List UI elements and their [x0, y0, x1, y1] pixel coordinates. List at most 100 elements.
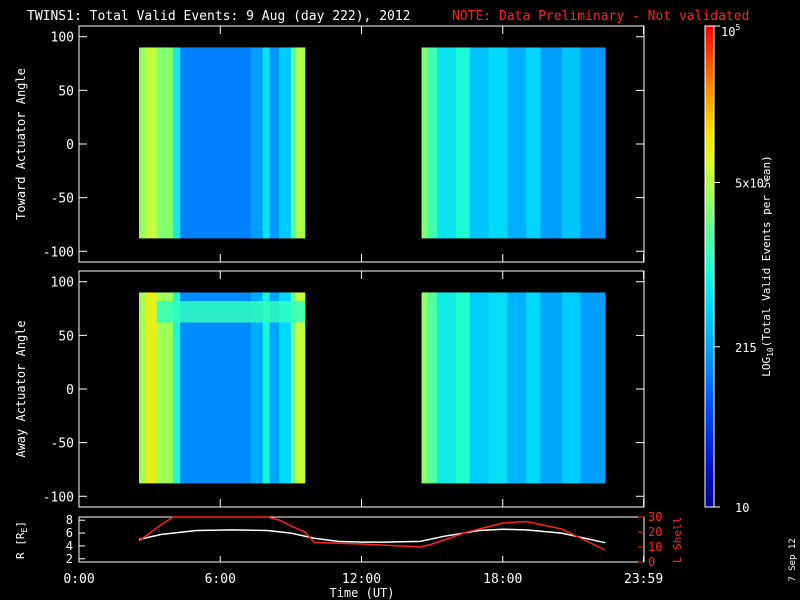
toward-ytick-label-2: 0 — [66, 138, 74, 153]
orbit-series-r — [138, 528, 606, 544]
colorbar-tick-text-1: 215 — [735, 341, 757, 355]
away-cell-1 — [144, 292, 157, 484]
away-cell-4 — [180, 292, 252, 484]
toward-cell-20 — [561, 47, 581, 239]
orbit-left-tick-label-2: 6 — [66, 526, 73, 540]
colorbar-bar — [704, 25, 715, 508]
away-band — [156, 301, 305, 323]
toward-cell-7 — [269, 47, 280, 239]
toward-cell-12 — [427, 47, 438, 239]
orbit-x-axis: 0:00 6:00 12:00 18:00 23:59 — [63, 556, 663, 587]
away-cell-3 — [173, 292, 181, 484]
panel-orbit-frame — [78, 516, 645, 563]
toward-cell-10 — [295, 47, 306, 239]
away-cell-13 — [436, 292, 456, 484]
colorbar-tick-sup-2: 3 — [764, 174, 769, 183]
away-cell-18 — [526, 292, 541, 484]
orbit-right-tick-label-2: 20 — [648, 525, 662, 539]
colorbar-label-rest: (Total Valid Events per Scan) — [760, 155, 773, 347]
colorbar-label-log: LOG — [760, 357, 773, 377]
orbit-left-ylabel-sub: E — [20, 527, 29, 532]
toward-cell-11 — [421, 47, 428, 239]
colorbar-tick-label-3: 105 — [721, 23, 740, 39]
toward-cell-19 — [540, 47, 562, 239]
away-ytick-label-2: 0 — [66, 383, 74, 398]
toward-cell-8 — [279, 47, 292, 239]
away-heatmap — [139, 292, 606, 484]
orbit-lines — [138, 516, 606, 551]
toward-cell-1 — [144, 47, 157, 239]
toward-cell-18 — [526, 47, 541, 239]
away-y-axis: -100 -50 0 50 100 — [43, 271, 645, 507]
away-cell-11 — [421, 292, 428, 484]
toward-ytick-label-3: 50 — [58, 84, 74, 99]
x-tick-label-1: 6:00 — [205, 572, 236, 587]
toward-ytick-label-0: -100 — [43, 245, 74, 260]
orbit-right-tick-label-0: 0 — [648, 555, 655, 569]
toward-cell-16 — [488, 47, 508, 239]
away-cell-21 — [580, 292, 606, 484]
away-cell-14 — [455, 292, 471, 484]
away-cell-7 — [269, 292, 280, 484]
toward-cell-13 — [436, 47, 456, 239]
panel-toward: -100 -50 0 50 100 Toward Actuator Angle — [14, 25, 645, 263]
away-cell-8 — [279, 292, 292, 484]
x-axis-label: Time (UT) — [329, 586, 394, 600]
away-cell-9 — [290, 292, 296, 484]
toward-cell-4 — [180, 47, 252, 239]
toward-cell-21 — [580, 47, 606, 239]
away-cell-5 — [250, 292, 263, 484]
toward-ytick-label-1: -50 — [51, 192, 74, 207]
toward-cell-5 — [250, 47, 263, 239]
colorbar-tick-sup-3: 5 — [735, 23, 740, 32]
colorbar-tick-label-2: 5x103 — [735, 174, 769, 190]
orbit-left-tick-label-1: 4 — [66, 539, 73, 553]
away-ylabel: Away Actuator Angle — [14, 320, 28, 457]
colorbar-tick-text-2: 5x10 — [735, 176, 764, 190]
colorbar-label-sub: 10 — [766, 347, 775, 357]
toward-ylabel: Toward Actuator Angle — [14, 68, 28, 220]
colorbar-tick-text-0: 10 — [735, 501, 749, 515]
colorbar-tick-text-3: 10 — [721, 25, 735, 39]
toward-cell-14 — [455, 47, 471, 239]
chart-note: NOTE: Data Preliminary - Not validated — [452, 9, 749, 24]
away-cell-16 — [488, 292, 508, 484]
toward-cell-9 — [290, 47, 296, 239]
orbit-left-tick-label-0: 2 — [66, 552, 73, 566]
toward-cell-0 — [139, 47, 146, 239]
toward-y-axis: -100 -50 0 50 100 — [43, 26, 645, 262]
orbit-right-tick-label-1: 10 — [648, 540, 662, 554]
orbit-right-tick-label-3: 30 — [648, 510, 662, 524]
away-cell-20 — [561, 292, 581, 484]
toward-cell-3 — [173, 47, 181, 239]
away-ytick-label-0: -100 — [43, 490, 74, 505]
orbit-left-ylabel: R [RE] — [14, 521, 29, 559]
toward-ytick-label-4: 100 — [51, 31, 74, 46]
toward-cell-2 — [156, 47, 174, 239]
away-cell-0 — [139, 292, 146, 484]
away-cell-15 — [469, 292, 489, 484]
x-tick-label-3: 18:00 — [483, 572, 522, 587]
orbit-right-ylabel: L Shell — [671, 517, 684, 563]
away-cell-10 — [295, 292, 306, 484]
orbit-left-ylabel-end: ] — [14, 521, 27, 528]
away-cell-6 — [262, 292, 270, 484]
away-ytick-label-3: 50 — [58, 329, 74, 344]
toward-cell-15 — [469, 47, 489, 239]
x-tick-label-2: 12:00 — [342, 572, 381, 587]
away-ytick-label-4: 100 — [51, 276, 74, 291]
side-stamp: 7 Sep 12 — [788, 538, 798, 581]
chart-title: TWINS1: Total Valid Events: 9 Aug (day 2… — [27, 9, 411, 24]
toward-cell-6 — [262, 47, 270, 239]
toward-cell-17 — [507, 47, 527, 239]
colorbar-tick-label-0: 10 — [735, 501, 749, 515]
panel-away: -100 -50 0 50 100 Away Actuator Angle — [14, 270, 645, 508]
toward-heatmap — [139, 47, 606, 239]
away-cell-12 — [427, 292, 438, 484]
away-cell-19 — [540, 292, 562, 484]
